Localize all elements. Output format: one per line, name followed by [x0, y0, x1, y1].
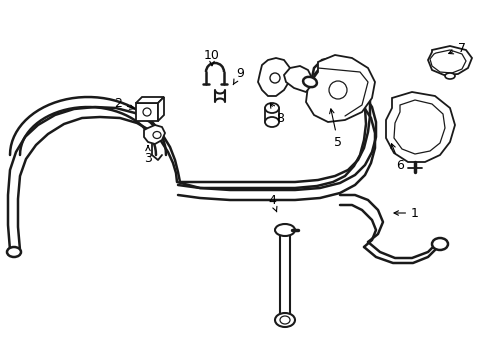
- Ellipse shape: [264, 117, 279, 127]
- Text: 9: 9: [233, 67, 244, 85]
- Polygon shape: [143, 125, 164, 144]
- Ellipse shape: [303, 77, 316, 87]
- Ellipse shape: [153, 131, 161, 139]
- Ellipse shape: [274, 224, 294, 236]
- Polygon shape: [427, 46, 471, 75]
- Text: 3: 3: [144, 146, 152, 165]
- Polygon shape: [393, 100, 444, 154]
- Ellipse shape: [264, 103, 279, 113]
- Text: 4: 4: [267, 194, 276, 212]
- Text: 2: 2: [114, 96, 134, 109]
- Polygon shape: [136, 97, 163, 103]
- Text: 6: 6: [390, 144, 403, 171]
- Text: 10: 10: [203, 49, 220, 66]
- Polygon shape: [258, 58, 289, 96]
- Ellipse shape: [444, 73, 454, 79]
- Ellipse shape: [142, 108, 151, 116]
- Polygon shape: [385, 92, 454, 162]
- Polygon shape: [429, 50, 465, 73]
- Ellipse shape: [280, 316, 289, 324]
- Text: 5: 5: [329, 109, 341, 149]
- Text: 8: 8: [270, 103, 284, 125]
- Ellipse shape: [7, 247, 21, 257]
- Polygon shape: [284, 66, 311, 92]
- Ellipse shape: [328, 81, 346, 99]
- Ellipse shape: [431, 238, 447, 250]
- Polygon shape: [305, 55, 374, 122]
- FancyBboxPatch shape: [136, 103, 158, 121]
- Text: 7: 7: [448, 41, 465, 54]
- Text: 1: 1: [393, 207, 418, 220]
- Ellipse shape: [269, 73, 280, 83]
- Polygon shape: [158, 97, 163, 121]
- Ellipse shape: [274, 313, 294, 327]
